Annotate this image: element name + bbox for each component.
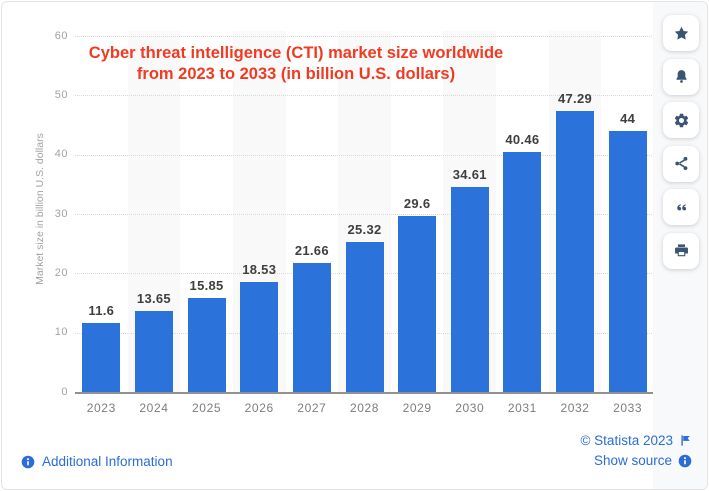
bar-value-label: 34.61	[452, 166, 487, 182]
chart-title-line-1: Cyber threat intelligence (CTI) market s…	[88, 44, 504, 62]
gear-icon	[674, 113, 688, 127]
bar-value-label: 13.65	[136, 291, 171, 306]
printer-icon	[674, 244, 688, 257]
bar-2032[interactable]	[556, 111, 595, 392]
bar-value-label: 11.6	[88, 303, 115, 319]
y-axis-tick-label: 30	[54, 207, 68, 220]
bar-value-label: 44	[620, 110, 636, 126]
x-axis-line	[75, 392, 654, 394]
x-axis-tick-label: 2025	[192, 401, 222, 415]
sidebar-button-notifications[interactable]	[663, 58, 699, 95]
chart-title: Cyber threat intelligence (CTI) market s…	[66, 43, 526, 85]
additional-information-link[interactable]: Additional Information	[21, 454, 173, 469]
x-axis-tick-label: 2024	[139, 401, 169, 415]
gridline	[75, 95, 654, 97]
chart-title-line-2: from 2023 to 2033 (in billion U.S. dolla…	[136, 65, 456, 83]
flag-icon	[681, 435, 690, 446]
bar-value-label: 15.85	[189, 277, 224, 293]
info-icon	[678, 454, 692, 467]
bar-value-label: 25.32	[347, 221, 382, 237]
footer-right: © Statista 2023 Show source	[580, 433, 692, 468]
y-axis-tick-label: 20	[54, 266, 68, 279]
y-axis-title: Market size in billion U.S. dollars	[34, 133, 46, 285]
x-axis-tick-label: 2031	[507, 401, 537, 415]
bar-2024[interactable]	[134, 311, 173, 392]
x-axis-tick-label: 2032	[560, 401, 590, 415]
info-icon	[21, 455, 35, 468]
bar-value-label: 21.66	[294, 243, 329, 259]
additional-information-label: Additional Information	[42, 454, 173, 469]
sidebar-button-settings[interactable]	[663, 102, 699, 138]
star-icon	[674, 26, 688, 40]
bar-2025[interactable]	[187, 297, 226, 392]
sidebar-button-cite[interactable]	[663, 189, 699, 225]
y-axis-tick-label: 10	[54, 326, 68, 339]
bar-2023[interactable]	[82, 323, 121, 392]
statista-copyright-link[interactable]: © Statista 2023	[580, 433, 692, 448]
x-axis-tick-label: 2030	[455, 401, 485, 415]
y-axis-tick-label: 50	[54, 88, 68, 101]
gridline	[75, 36, 654, 37]
y-axis-tick-label: 0	[61, 385, 68, 398]
bell-icon	[675, 70, 687, 83]
sidebar-button-favorite[interactable]	[663, 15, 699, 51]
show-source-link[interactable]: Show source	[594, 453, 692, 468]
share-icon	[674, 156, 687, 171]
gridline	[75, 154, 654, 156]
bar-2028[interactable]	[345, 241, 384, 392]
x-axis-tick-label: 2033	[613, 401, 643, 415]
sidebar-button-print[interactable]	[663, 232, 699, 269]
sidebar-button-share[interactable]	[663, 145, 699, 182]
bar-value-label: 40.46	[505, 131, 540, 147]
x-axis-tick-label: 2026	[244, 401, 274, 415]
bar-2033[interactable]	[608, 130, 647, 392]
bar-value-label: 47.29	[558, 91, 593, 107]
x-axis-tick-label: 2027	[297, 401, 327, 415]
quote-icon	[676, 203, 686, 210]
bar-value-label: 18.53	[242, 262, 277, 278]
copyright-label: © Statista 2023	[580, 433, 673, 448]
bar-value-label: 29.6	[403, 196, 431, 212]
toolbar-sidebar	[653, 2, 707, 489]
x-axis-tick-label: 2029	[402, 401, 432, 415]
x-axis-tick-label: 2028	[349, 401, 380, 415]
gridline	[75, 214, 654, 215]
bar-2029[interactable]	[398, 216, 437, 392]
bar-2027[interactable]	[292, 263, 331, 392]
bar-2030[interactable]	[450, 186, 489, 392]
bar-2031[interactable]	[503, 151, 542, 392]
show-source-label: Show source	[593, 453, 672, 468]
x-axis-tick-label: 2023	[86, 401, 116, 415]
y-axis-tick-label: 60	[54, 29, 68, 42]
bar-2026[interactable]	[240, 282, 279, 392]
y-axis-tick-label: 40	[54, 148, 68, 161]
